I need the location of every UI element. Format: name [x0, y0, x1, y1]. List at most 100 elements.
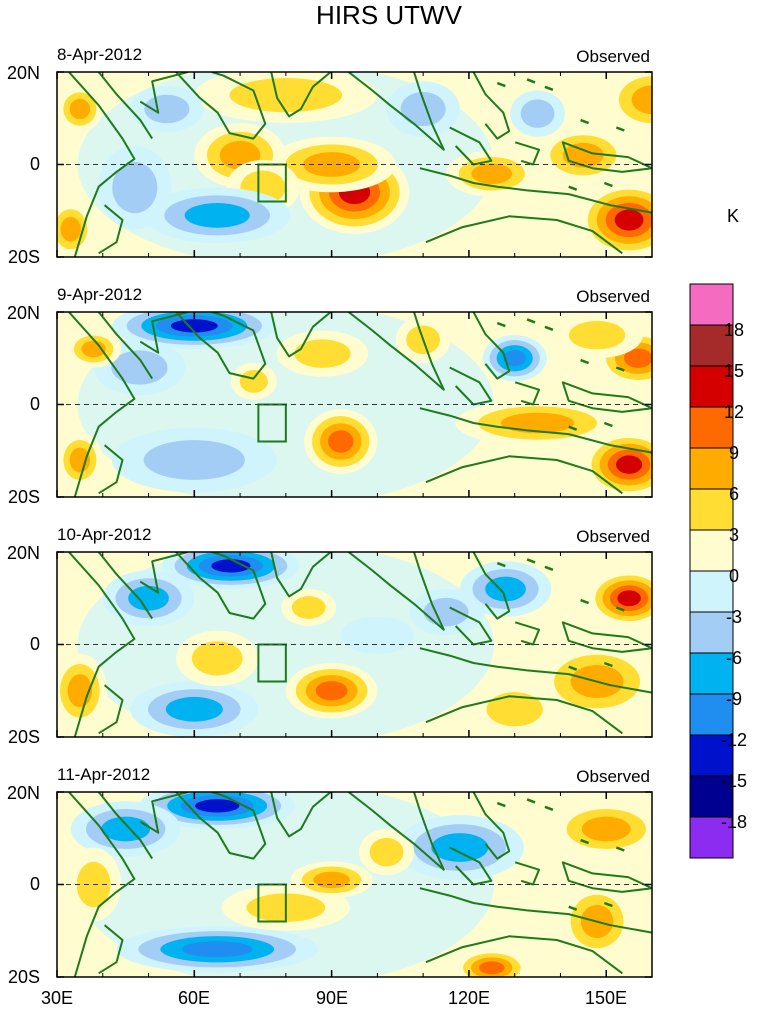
contour-feature: [176, 630, 259, 687]
contour-level: [400, 91, 446, 127]
coastline: [68, 312, 136, 497]
y-tick-label: 20N: [7, 543, 40, 563]
coastline: [139, 552, 189, 594]
contour-level: [239, 369, 268, 393]
coastline: [270, 312, 332, 358]
colorbar-label: 12: [724, 402, 744, 422]
coastline: [347, 552, 445, 631]
colorbar-unit: K: [727, 206, 739, 226]
colorbar-box: [689, 652, 734, 695]
coastline: [97, 312, 154, 380]
island: [526, 558, 536, 564]
island: [544, 325, 554, 331]
contour-level: [617, 590, 641, 607]
colorbar-box: [689, 365, 734, 408]
coastline: [514, 861, 540, 886]
colorbar-label: -18: [721, 812, 747, 832]
colorbar-box: [689, 816, 734, 859]
coastlines: [57, 792, 652, 977]
contour-level: [69, 447, 91, 473]
x-tick-label: 90E: [316, 988, 348, 1008]
coastline: [419, 167, 652, 214]
colorbar-labels: 18 15 12 9 6 3 0 -3 -6 -9 -12 -15 -18: [721, 320, 747, 832]
contour-feature: [468, 681, 561, 737]
coastline: [514, 621, 540, 646]
colorbar-box: [689, 529, 734, 572]
contour-level: [623, 348, 652, 368]
coastline: [175, 72, 267, 140]
island: [615, 366, 625, 372]
contour-feature: [409, 589, 483, 636]
coastline: [68, 552, 136, 737]
island: [568, 425, 578, 431]
coastline: [97, 792, 154, 860]
island: [526, 798, 536, 804]
contour-level: [313, 871, 350, 889]
panel-date: 10-Apr-2012: [57, 525, 152, 544]
contour-level: [340, 616, 414, 654]
island: [496, 561, 506, 568]
contour-feature: [285, 663, 378, 719]
colorbar-label: 15: [724, 361, 744, 381]
coastline: [270, 72, 332, 118]
contour-level: [211, 559, 251, 573]
contour-level: [229, 78, 343, 113]
panel-4: 11-Apr-2012 Observed: [56, 765, 653, 978]
contour-feature: [551, 312, 643, 359]
contour-feature: [587, 570, 652, 626]
contour-level: [194, 799, 240, 813]
x-tick-labels: 30E 60E 90E 120E 150E: [41, 988, 627, 1008]
contour-feature: [130, 85, 204, 133]
coastline: [425, 455, 623, 495]
contour-feature: [281, 589, 337, 626]
island: [568, 665, 578, 671]
plot-frame: [56, 311, 653, 498]
coastline: [514, 141, 540, 166]
contour-feature: [606, 72, 652, 133]
island: [603, 181, 613, 188]
panel-label: Observed: [576, 287, 650, 306]
coastline: [98, 444, 124, 495]
coastline: [175, 552, 267, 620]
contour-level: [294, 339, 351, 368]
coastline: [425, 935, 623, 975]
island: [496, 321, 506, 328]
coastline: [561, 141, 652, 173]
contour-feature: [111, 427, 277, 493]
coastline: [561, 861, 652, 893]
contour-feature: [455, 399, 620, 447]
contour-feature: [304, 409, 378, 474]
contour-level: [101, 816, 151, 842]
contour-level: [128, 585, 169, 611]
coastline: [270, 792, 332, 838]
colorbar-label: -9: [726, 689, 742, 709]
contour-level: [170, 319, 218, 333]
island: [615, 606, 625, 612]
colorbar-box: [689, 324, 734, 367]
x-tick-label: 120E: [448, 988, 490, 1008]
contour-feature: [66, 330, 122, 368]
panel-2: 9-Apr-2012 Observed: [56, 285, 653, 498]
heatmap-field: [57, 72, 652, 257]
colorbar-label: -15: [721, 771, 747, 791]
contour-level: [479, 961, 505, 975]
contour-level: [81, 340, 106, 358]
contour-level: [69, 98, 91, 120]
contour-feature: [578, 183, 652, 257]
colorbar-box: [689, 693, 734, 736]
contour-level: [568, 320, 626, 350]
contour-feature: [455, 949, 529, 977]
island: [544, 565, 554, 571]
box-region: [257, 403, 287, 443]
contour-level: [520, 99, 555, 128]
contour-feature: [551, 801, 652, 857]
y-tick-label: 0: [30, 394, 40, 414]
contour-feature: [276, 330, 369, 377]
island: [568, 905, 578, 911]
colorbar-label: -6: [726, 648, 742, 668]
contour-feature: [57, 201, 94, 257]
coastline: [472, 72, 511, 140]
colorbar-box: [689, 488, 734, 531]
colorbar-label: -12: [721, 730, 747, 750]
contour-level: [485, 576, 526, 602]
